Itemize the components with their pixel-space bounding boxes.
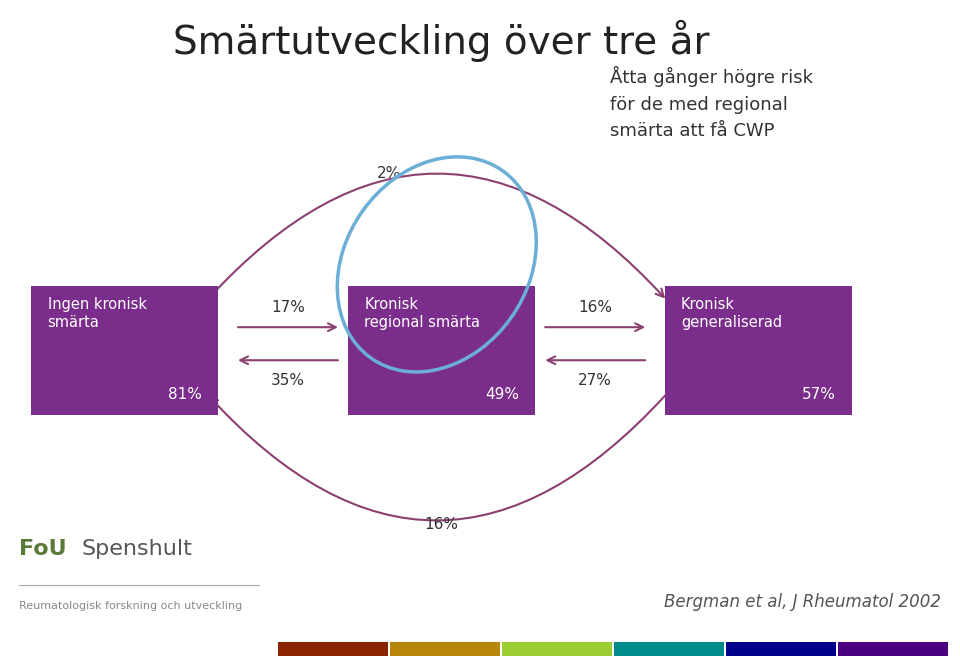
FancyBboxPatch shape bbox=[502, 642, 612, 656]
Text: FoU: FoU bbox=[19, 539, 67, 559]
FancyBboxPatch shape bbox=[348, 286, 536, 415]
Text: 81%: 81% bbox=[168, 387, 202, 401]
FancyBboxPatch shape bbox=[391, 642, 500, 656]
FancyBboxPatch shape bbox=[838, 642, 948, 656]
FancyBboxPatch shape bbox=[32, 286, 219, 415]
Text: Spenshult: Spenshult bbox=[82, 539, 192, 559]
Text: 35%: 35% bbox=[271, 373, 305, 387]
Text: Kronisk
regional smärta: Kronisk regional smärta bbox=[365, 297, 480, 330]
Text: 16%: 16% bbox=[424, 517, 459, 532]
Text: 16%: 16% bbox=[578, 300, 612, 315]
Text: Åtta gånger högre risk
för de med regional
smärta att få CWP: Åtta gånger högre risk för de med region… bbox=[610, 66, 812, 140]
FancyBboxPatch shape bbox=[278, 642, 389, 656]
Text: Kronisk
generaliserad: Kronisk generaliserad bbox=[682, 297, 782, 330]
FancyBboxPatch shape bbox=[727, 642, 836, 656]
Text: 17%: 17% bbox=[271, 300, 305, 315]
FancyBboxPatch shape bbox=[614, 642, 725, 656]
Text: 57%: 57% bbox=[802, 387, 835, 401]
FancyBboxPatch shape bbox=[664, 286, 852, 415]
Text: 27%: 27% bbox=[578, 373, 612, 387]
Text: Ingen kronisk
smärta: Ingen kronisk smärta bbox=[48, 297, 147, 330]
Text: Bergman et al, J Rheumatol 2002: Bergman et al, J Rheumatol 2002 bbox=[663, 594, 941, 611]
Text: 2%: 2% bbox=[376, 167, 401, 182]
Text: 49%: 49% bbox=[485, 387, 518, 401]
Text: Smärtutveckling över tre år: Smärtutveckling över tre år bbox=[174, 20, 709, 62]
Text: Reumatologisk forskning och utveckling: Reumatologisk forskning och utveckling bbox=[19, 602, 243, 611]
